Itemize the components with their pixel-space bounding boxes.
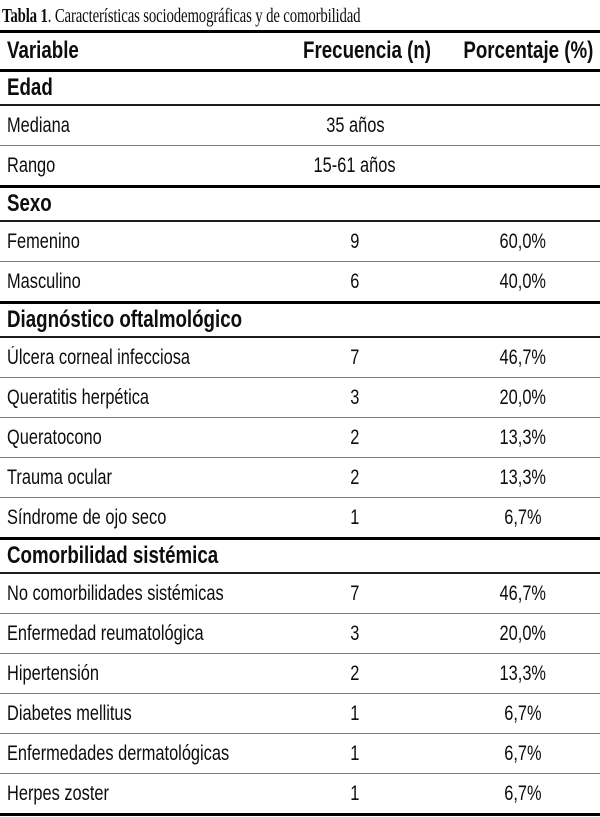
table-title: Tabla 1. Características sociodemográfic… bbox=[0, 2, 600, 30]
table-row: No comorbilidades sistémicas 7 46,7% bbox=[0, 574, 600, 614]
column-header-frequency: Frecuencia (n) bbox=[303, 37, 432, 64]
percentage-cell: 40,0% bbox=[499, 269, 546, 293]
section-header-row: Diagnóstico oftalmológico bbox=[0, 301, 600, 338]
table-row: Úlcera corneal infecciosa 7 46,7% bbox=[0, 338, 600, 378]
frequency-cell: 9 bbox=[350, 229, 360, 253]
percentage-cell bbox=[445, 114, 600, 138]
frequency-cell: 3 bbox=[350, 385, 360, 409]
section-header: Edad bbox=[7, 74, 53, 101]
table-row: Síndrome de ojo seco 1 6,7% bbox=[0, 498, 600, 537]
table-caption: . Características sociodemográficas y de… bbox=[47, 5, 361, 27]
variable-cell: Trauma ocular bbox=[7, 465, 112, 489]
column-header-percentage: Porcentaje (%) bbox=[463, 37, 594, 64]
percentage-cell: 6,7% bbox=[503, 701, 542, 725]
variable-cell: Mediana bbox=[7, 113, 70, 137]
frequency-cell: 2 bbox=[350, 425, 360, 449]
section-header-row: Sexo bbox=[0, 185, 600, 222]
table-row: Enfermedad reumatológica 3 20,0% bbox=[0, 614, 600, 654]
table-row: Herpes zoster 1 6,7% bbox=[0, 774, 600, 813]
frequency-cell: 2 bbox=[350, 465, 360, 489]
percentage-cell: 6,7% bbox=[503, 505, 542, 529]
variable-cell: Masculino bbox=[7, 269, 81, 293]
frequency-cell: 7 bbox=[350, 345, 360, 369]
percentage-cell: 13,3% bbox=[499, 425, 546, 449]
variable-cell: Enfermedad reumatológica bbox=[7, 621, 204, 645]
section-header: Comorbilidad sistémica bbox=[7, 542, 219, 569]
table: Variable Frecuencia (n) Porcentaje (%) E… bbox=[0, 30, 600, 816]
variable-cell: Enfermedades dermatológicas bbox=[7, 741, 230, 765]
frequency-cell: 1 bbox=[350, 701, 360, 725]
variable-cell: Queratitis herpética bbox=[7, 385, 150, 409]
frequency-cell: 1 bbox=[350, 741, 360, 765]
percentage-cell: 46,7% bbox=[499, 345, 546, 369]
percentage-cell: 6,7% bbox=[503, 781, 542, 805]
variable-cell: Úlcera corneal infecciosa bbox=[7, 345, 190, 369]
table-row: Masculino 6 40,0% bbox=[0, 262, 600, 301]
frequency-cell: 7 bbox=[350, 581, 360, 605]
variable-cell: Síndrome de ojo seco bbox=[7, 505, 167, 529]
variable-cell: Diabetes mellitus bbox=[7, 701, 132, 725]
frequency-cell: 1 bbox=[350, 781, 360, 805]
table-row: Femenino 9 60,0% bbox=[0, 222, 600, 262]
table-row: Hipertensión 2 13,3% bbox=[0, 654, 600, 694]
section-header-row: Edad bbox=[0, 72, 600, 106]
section-header: Diagnóstico oftalmológico bbox=[7, 306, 243, 333]
column-header-row: Variable Frecuencia (n) Porcentaje (%) bbox=[0, 33, 600, 72]
column-header-variable: Variable bbox=[7, 37, 79, 64]
percentage-cell: 20,0% bbox=[499, 385, 546, 409]
percentage-cell bbox=[445, 154, 600, 178]
section-header: Sexo bbox=[7, 190, 52, 217]
percentage-cell: 6,7% bbox=[503, 741, 542, 765]
frequency-cell: 6 bbox=[350, 269, 360, 293]
percentage-cell: 20,0% bbox=[499, 621, 546, 645]
percentage-cell: 60,0% bbox=[499, 229, 546, 253]
table-number: Tabla 1 bbox=[2, 5, 48, 27]
percentage-cell: 13,3% bbox=[499, 465, 546, 489]
table-row: Enfermedades dermatológicas 1 6,7% bbox=[0, 734, 600, 774]
table-title-text: Tabla 1. Características sociodemográfic… bbox=[2, 2, 361, 30]
frequency-cell: 15-61 años bbox=[314, 153, 396, 177]
frequency-cell: 3 bbox=[350, 621, 360, 645]
table-row: Queratitis herpética 3 20,0% bbox=[0, 378, 600, 418]
variable-cell: Rango bbox=[7, 153, 56, 177]
table-row: Trauma ocular 2 13,3% bbox=[0, 458, 600, 498]
variable-cell: Queratocono bbox=[7, 425, 102, 449]
frequency-cell: 1 bbox=[350, 505, 360, 529]
variable-cell: Hipertensión bbox=[7, 661, 99, 685]
variable-cell: Herpes zoster bbox=[7, 781, 109, 805]
variable-cell: No comorbilidades sistémicas bbox=[7, 581, 224, 605]
table-row: Rango 15-61 años bbox=[0, 146, 600, 185]
variable-cell: Femenino bbox=[7, 229, 80, 253]
frequency-cell: 2 bbox=[350, 661, 360, 685]
percentage-cell: 13,3% bbox=[499, 661, 546, 685]
table-row: Diabetes mellitus 1 6,7% bbox=[0, 694, 600, 734]
percentage-cell: 46,7% bbox=[499, 581, 546, 605]
table-row: Mediana 35 años bbox=[0, 106, 600, 146]
frequency-cell: 35 años bbox=[325, 113, 385, 137]
table-row: Queratocono 2 13,3% bbox=[0, 418, 600, 458]
section-header-row: Comorbilidad sistémica bbox=[0, 537, 600, 574]
